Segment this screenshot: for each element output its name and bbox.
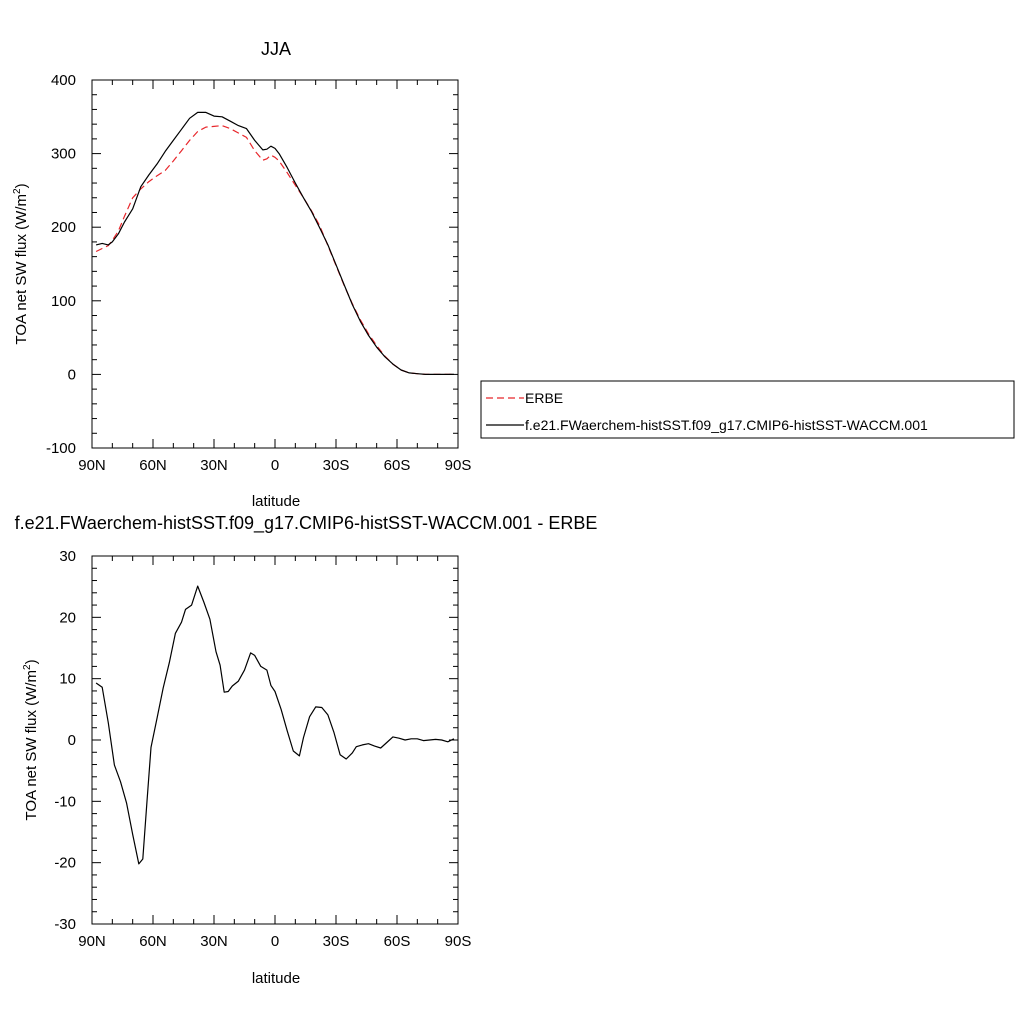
- top-xtick-label: 60N: [139, 457, 167, 474]
- bottom-series-line-0: [95, 585, 455, 865]
- bottom-ytick-label: -30: [54, 916, 76, 933]
- top-ytick-label: -100: [46, 440, 76, 457]
- bottom-panel-series: [95, 585, 455, 865]
- top-ytick-label: 400: [51, 72, 76, 89]
- bottom-panel-ylabel: TOA net SW flux (W/m2): [22, 659, 40, 820]
- top-panel-series: [95, 111, 454, 375]
- bottom-ytick-label: 20: [59, 609, 76, 626]
- top-ytick-label: 300: [51, 146, 76, 163]
- top-panel-ylabel: TOA net SW flux (W/m2): [12, 183, 30, 344]
- top-ytick-label: 100: [51, 293, 76, 310]
- top-panel-frame: [91, 79, 459, 449]
- top-series-line-1: [95, 111, 454, 375]
- top-xtick-label: 90N: [78, 457, 106, 474]
- top-panel-title: JJA: [261, 39, 291, 59]
- bottom-ytick-label: 10: [59, 671, 76, 688]
- bottom-xtick-label: 30N: [200, 933, 228, 950]
- bottom-xtick-label: 0: [271, 933, 279, 950]
- legend-entry-model: f.e21.FWaerchem-histSST.f09_g17.CMIP6-hi…: [525, 417, 928, 433]
- top-ytick-label: 0: [68, 366, 76, 383]
- bottom-xtick-label: 30S: [323, 933, 350, 950]
- legend-box: [480, 380, 1015, 439]
- bottom-ytick-label: -20: [54, 855, 76, 872]
- bottom-ytick-label: 30: [59, 548, 76, 565]
- top-xtick-label: 90S: [445, 457, 472, 474]
- legend-entry-erbe: ERBE: [525, 390, 563, 406]
- top-xtick-label: 60S: [384, 457, 411, 474]
- bottom-xtick-label: 90N: [78, 933, 106, 950]
- top-panel-ticks: 90N 60N 30N 0 30S 60S 90S -100 0 100 200 300 400: [46, 72, 471, 474]
- bottom-ytick-label: -10: [54, 793, 76, 810]
- bottom-panel-xlabel: latitude: [252, 970, 300, 987]
- bottom-xtick-label: 60N: [139, 933, 167, 950]
- top-panel-xlabel: latitude: [252, 493, 300, 510]
- top-xtick-label: 30S: [323, 457, 350, 474]
- bottom-panel-ticks: 90N 60N 30N 0 30S 60S 90S -30 -20 -10 0 10 20 30: [54, 548, 471, 950]
- legend: ERBE f.e21.FWaerchem-histSST.f09_g17.CMI…: [480, 380, 1015, 439]
- bottom-panel-title: f.e21.FWaerchem-histSST.f09_g17.CMIP6-hi…: [15, 513, 598, 534]
- top-panel: JJA 90N 60N 30N 0 30S 60S 90S -100 0 100 200 300 400…: [12, 39, 471, 510]
- bottom-xtick-label: 90S: [445, 933, 472, 950]
- bottom-ytick-label: 0: [68, 732, 76, 749]
- bottom-panel: f.e21.FWaerchem-histSST.f09_g17.CMIP6-hi…: [15, 513, 598, 987]
- top-xtick-label: 30N: [200, 457, 228, 474]
- bottom-xtick-label: 60S: [384, 933, 411, 950]
- top-series-line-0: [95, 124, 454, 375]
- top-ytick-label: 200: [51, 219, 76, 236]
- top-xtick-label: 0: [271, 457, 279, 474]
